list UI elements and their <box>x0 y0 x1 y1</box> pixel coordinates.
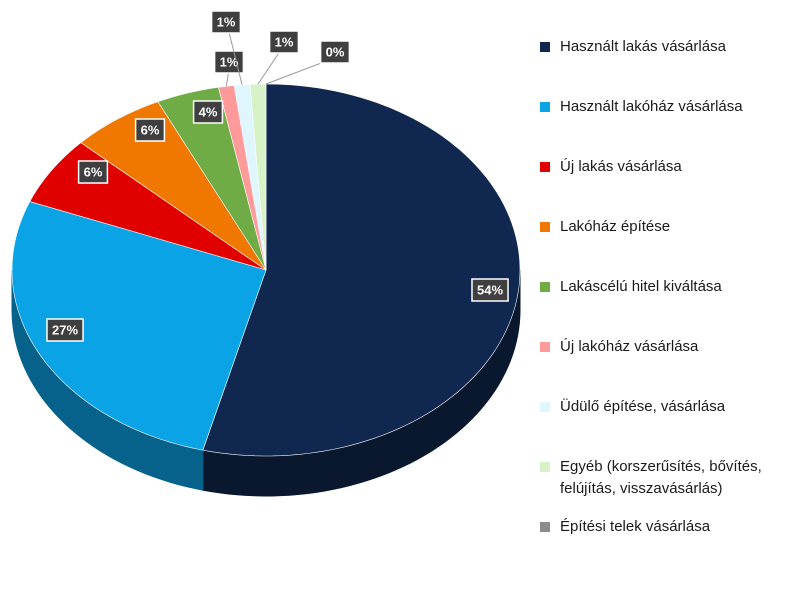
value-label: 1% <box>275 34 294 49</box>
value-label: 4% <box>199 104 218 119</box>
value-label-group: 1% <box>213 50 245 74</box>
legend-swatch <box>540 402 550 412</box>
legend-label: Új lakás vásárlása <box>560 158 682 175</box>
value-label: 0% <box>326 44 345 59</box>
legend-swatch <box>540 342 550 352</box>
value-label-group: 1% <box>268 30 300 54</box>
value-label: 54% <box>477 282 503 297</box>
value-label: 1% <box>217 14 236 29</box>
legend-label: Üdülő építése, vásárlása <box>560 398 726 415</box>
value-label-box <box>46 318 84 342</box>
value-label-group: 4% <box>192 100 224 124</box>
legend-swatch <box>540 522 550 532</box>
value-label-group: 6% <box>134 118 166 142</box>
chart: 54% 27% 6% 6% 4% 1% 1% 1% 0% <box>11 10 521 497</box>
legend-item: Építési telek vásárlása <box>540 516 798 576</box>
value-label: 27% <box>52 322 78 337</box>
value-label-box <box>192 100 224 124</box>
value-label: 6% <box>84 164 103 179</box>
leader-line <box>257 52 284 85</box>
legend-swatch <box>540 102 550 112</box>
legend-label: Egyéb (korszerűsítés, bővítés, felújítás… <box>560 458 762 497</box>
legend-swatch <box>540 222 550 232</box>
leader-line <box>265 62 335 85</box>
value-label: 1% <box>220 54 239 69</box>
value-label-box <box>77 160 109 184</box>
legend-label: Lakóház építése <box>560 218 671 235</box>
slice <box>157 86 267 271</box>
legend: Használt lakás vásárlása Használt lakóház… <box>540 36 798 576</box>
value-label-box <box>319 40 351 64</box>
legend-item: Üdülő építése, vásárlása <box>540 396 798 456</box>
value-label-box <box>471 278 509 302</box>
legend-item: Egyéb (korszerűsítés, bővítés, felújítás… <box>540 456 798 516</box>
slice <box>11 201 267 451</box>
legend-swatch <box>540 462 550 472</box>
legend-swatch <box>540 162 550 172</box>
legend-item: Használt lakás vásárlása <box>540 36 798 96</box>
legend-item: Lakáscélú hitel kiváltása <box>540 276 798 336</box>
legend-item: Új lakóház vásárlása <box>540 336 798 396</box>
legend-swatch <box>540 42 550 52</box>
legend-label: Új lakóház vásárlása <box>560 338 699 355</box>
legend-item: Új lakás vásárlása <box>540 156 798 216</box>
value-label-group: 54% <box>471 278 509 302</box>
leader-line <box>225 72 229 87</box>
value-label: 6% <box>141 122 160 137</box>
value-label-box <box>134 118 166 142</box>
legend-item: Lakóház építése <box>540 216 798 276</box>
legend-label: Használt lakás vásárlása <box>560 38 726 55</box>
legend-item: Használt lakóház vásárlása <box>540 96 798 156</box>
slice <box>202 83 521 457</box>
value-label-group: 0% <box>319 40 351 64</box>
value-label-box <box>213 50 245 74</box>
legend-label: Építési telek vásárlása <box>560 518 711 535</box>
legend-label: Lakáscélú hitel kiváltása <box>560 278 722 295</box>
slice <box>80 101 267 271</box>
value-label-group: 6% <box>77 160 109 184</box>
value-label-box <box>210 10 242 34</box>
value-label-group: 27% <box>46 318 84 342</box>
value-label-box <box>268 30 300 54</box>
value-label-group: 1% <box>210 10 242 34</box>
legend-label: Használt lakóház vásárlása <box>560 98 743 115</box>
legend-swatch <box>540 282 550 292</box>
